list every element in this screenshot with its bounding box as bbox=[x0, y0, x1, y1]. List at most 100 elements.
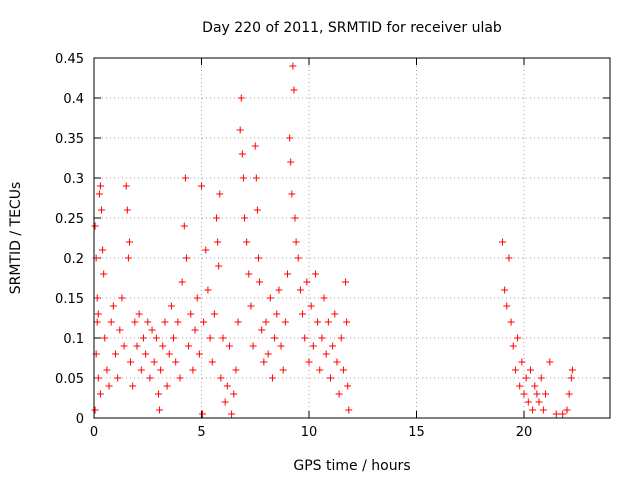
data-point bbox=[193, 294, 201, 302]
chart-title: Day 220 of 2011, SRMTID for receiver ula… bbox=[202, 20, 502, 36]
data-point bbox=[214, 238, 222, 246]
data-point bbox=[107, 318, 115, 326]
data-point bbox=[299, 310, 307, 318]
data-point bbox=[316, 366, 324, 374]
data-point bbox=[176, 374, 184, 382]
data-point bbox=[199, 410, 207, 418]
data-point bbox=[225, 342, 233, 350]
data-point bbox=[239, 174, 247, 182]
x-tick-label: 10 bbox=[301, 425, 318, 440]
data-point bbox=[552, 410, 560, 418]
data-point bbox=[520, 390, 528, 398]
data-point bbox=[95, 190, 103, 198]
data-point bbox=[237, 94, 245, 102]
data-point bbox=[116, 326, 124, 334]
data-point bbox=[174, 318, 182, 326]
data-point bbox=[522, 374, 530, 382]
data-point bbox=[318, 334, 326, 342]
data-point bbox=[339, 366, 347, 374]
data-point bbox=[533, 390, 541, 398]
data-point bbox=[294, 254, 302, 262]
data-point bbox=[262, 318, 270, 326]
data-point bbox=[345, 406, 353, 414]
data-point bbox=[264, 350, 272, 358]
data-point bbox=[559, 410, 567, 418]
data-point bbox=[98, 206, 106, 214]
data-point bbox=[200, 318, 208, 326]
data-point bbox=[258, 326, 266, 334]
data-point bbox=[281, 318, 289, 326]
data-point bbox=[232, 366, 240, 374]
data-point bbox=[333, 358, 341, 366]
data-point bbox=[514, 334, 522, 342]
data-point bbox=[507, 318, 515, 326]
y-tick-label: 0.3 bbox=[63, 172, 84, 187]
data-point bbox=[163, 382, 171, 390]
data-point bbox=[228, 410, 236, 418]
data-point bbox=[271, 334, 279, 342]
data-point bbox=[238, 150, 246, 158]
data-point bbox=[93, 294, 101, 302]
y-tick-label: 0.45 bbox=[55, 52, 84, 67]
x-tick-label: 15 bbox=[408, 425, 425, 440]
data-point bbox=[344, 382, 352, 390]
data-point bbox=[206, 334, 214, 342]
data-point bbox=[129, 382, 137, 390]
data-point bbox=[217, 374, 225, 382]
x-tick-label: 5 bbox=[197, 425, 205, 440]
y-tick-label: 0.2 bbox=[63, 252, 84, 267]
data-point bbox=[157, 366, 165, 374]
data-point bbox=[181, 174, 189, 182]
data-point bbox=[182, 254, 190, 262]
data-point bbox=[322, 350, 330, 358]
data-point bbox=[287, 158, 295, 166]
data-point bbox=[331, 310, 339, 318]
y-axis-label: SRMTID / TECUs bbox=[8, 182, 24, 295]
y-tick-label: 0.35 bbox=[55, 132, 84, 147]
data-point bbox=[245, 270, 253, 278]
data-point bbox=[273, 310, 281, 318]
data-point bbox=[146, 374, 154, 382]
data-point bbox=[546, 358, 554, 366]
data-points bbox=[91, 62, 576, 418]
data-point bbox=[327, 374, 334, 382]
data-point bbox=[155, 390, 162, 398]
data-point bbox=[144, 318, 152, 326]
data-point bbox=[219, 334, 227, 342]
data-point bbox=[101, 334, 109, 342]
data-point bbox=[118, 294, 126, 302]
data-point bbox=[150, 358, 158, 366]
y-tick-label: 0.15 bbox=[55, 292, 84, 307]
data-point bbox=[303, 278, 311, 286]
data-point bbox=[518, 358, 526, 366]
data-point bbox=[94, 374, 102, 382]
data-point bbox=[342, 278, 350, 286]
data-point bbox=[509, 342, 517, 350]
y-tick-label: 0 bbox=[76, 412, 84, 427]
y-tick-label: 0.4 bbox=[63, 92, 84, 107]
plot-frame bbox=[93, 57, 611, 419]
data-point bbox=[539, 406, 547, 414]
data-point bbox=[187, 310, 195, 318]
data-point bbox=[284, 270, 291, 278]
data-point bbox=[202, 246, 210, 254]
data-point bbox=[185, 342, 193, 350]
data-point bbox=[275, 286, 283, 294]
data-point bbox=[137, 366, 145, 374]
data-point bbox=[503, 302, 511, 310]
data-point bbox=[542, 390, 549, 398]
data-point bbox=[198, 182, 205, 190]
data-point bbox=[234, 318, 242, 326]
data-point bbox=[335, 390, 343, 398]
data-point bbox=[159, 342, 167, 350]
data-point bbox=[565, 390, 573, 398]
axis-ticks bbox=[93, 57, 610, 419]
data-point bbox=[208, 358, 216, 366]
data-point bbox=[142, 350, 150, 358]
data-point bbox=[165, 350, 173, 358]
data-point bbox=[133, 342, 141, 350]
x-tick-label: 0 bbox=[90, 425, 98, 440]
data-point bbox=[309, 342, 317, 350]
data-point bbox=[529, 406, 537, 414]
